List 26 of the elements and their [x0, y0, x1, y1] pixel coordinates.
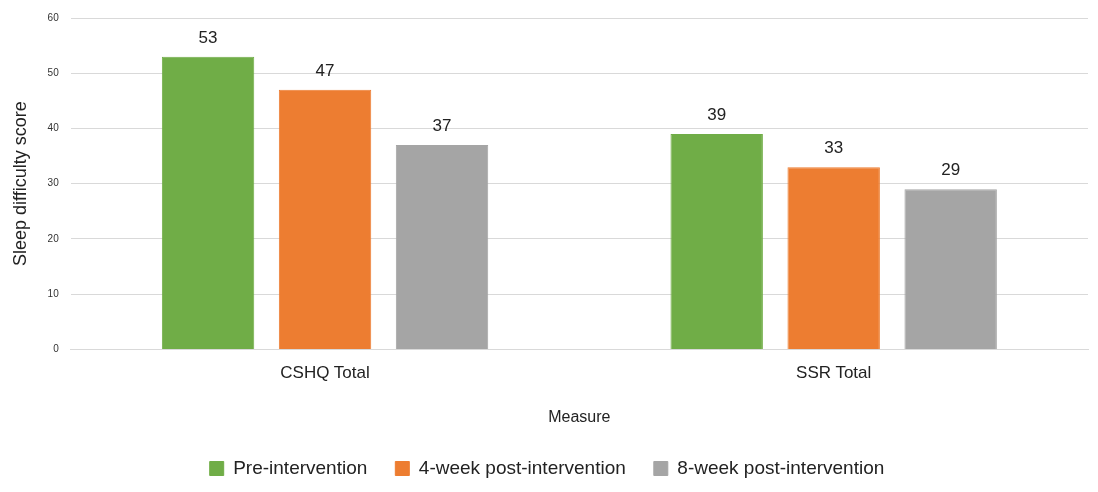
y-tick-label: 20 — [47, 232, 60, 244]
bar — [787, 167, 880, 349]
x-tick-label: CSHQ Total — [280, 363, 370, 383]
bar — [904, 189, 997, 349]
legend-label: 8-week post-intervention — [677, 456, 885, 478]
legend-label: 4-week post-intervention — [418, 456, 626, 478]
y-tick-label: 50 — [47, 66, 60, 78]
bar — [278, 89, 372, 349]
data-label: 39 — [707, 105, 727, 125]
bar — [670, 133, 763, 349]
y-tick-label: 10 — [47, 287, 60, 299]
y-tick-label: 60 — [47, 11, 60, 23]
y-tick-label: 30 — [47, 177, 60, 189]
data-label: 53 — [198, 27, 218, 47]
y-tick-label: 0 — [53, 343, 60, 355]
x-axis-title: Measure — [548, 407, 611, 425]
bar — [395, 145, 489, 349]
y-axis-title: Sleep difficulty score — [9, 101, 30, 267]
legend-label: Pre-intervention — [233, 456, 368, 478]
data-label: 33 — [824, 138, 844, 158]
y-tick-label: 40 — [47, 122, 60, 134]
data-label: 37 — [432, 116, 452, 136]
data-label: 47 — [315, 60, 335, 80]
data-label: 29 — [941, 160, 961, 180]
x-tick-label: SSR Total — [796, 363, 872, 383]
bar — [161, 56, 255, 349]
